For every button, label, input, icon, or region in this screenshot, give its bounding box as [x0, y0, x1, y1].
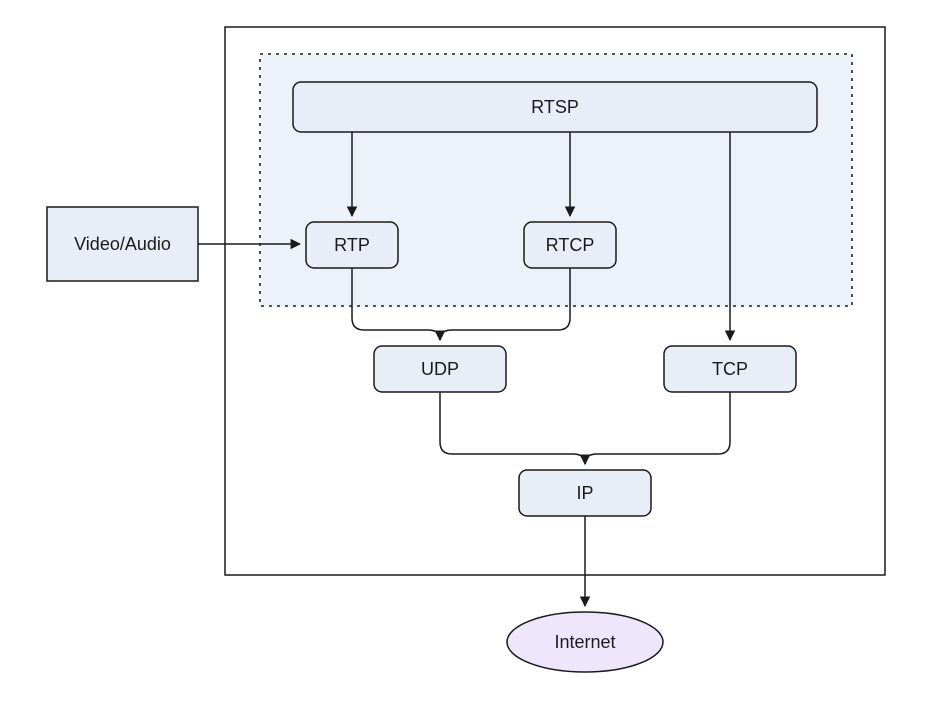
rtsp-label: RTSP: [531, 97, 579, 117]
protocol-stack-diagram: Video/Audio RTSP RTP RTCP UDP TCP IP Internet: [0, 0, 936, 711]
internet-label: Internet: [554, 632, 615, 652]
rtcp-label: RTCP: [546, 235, 595, 255]
rtp-label: RTP: [334, 235, 370, 255]
video_audio-label: Video/Audio: [74, 234, 171, 254]
udp-label: UDP: [421, 359, 459, 379]
ip-label: IP: [576, 483, 593, 503]
tcp-label: TCP: [712, 359, 748, 379]
